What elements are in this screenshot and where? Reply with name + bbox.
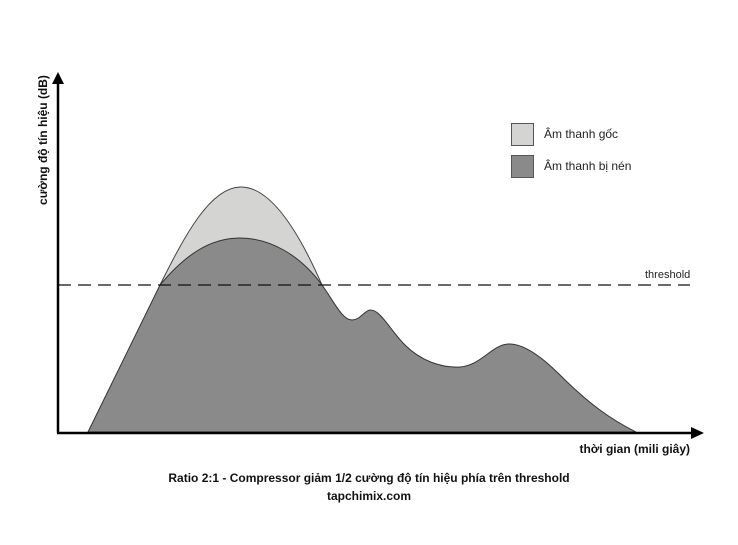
legend-item-original: Âm thanh gốc (511, 122, 631, 146)
compressed-signal-area (87, 237, 637, 433)
source-label: tapchimix.com (326, 489, 412, 503)
legend: Âm thanh gốc Âm thanh bị nén (511, 122, 631, 186)
legend-item-compressed: Âm thanh bị nén (511, 154, 631, 178)
legend-swatch-compressed (511, 154, 534, 178)
legend-label-original: Âm thanh gốc (544, 127, 619, 141)
figure-caption: Ratio 2:1 - Compressor giảm 1/2 cường độ… (168, 471, 570, 485)
x-axis-arrowhead (691, 427, 704, 439)
y-axis-label: cường độ tín hiệu (dB) (36, 75, 50, 205)
y-axis-arrowhead (52, 72, 64, 84)
legend-label-compressed: Âm thanh bị nén (544, 159, 632, 173)
threshold-label: threshold (645, 269, 691, 281)
x-axis-label: thời gian (mili giây) (579, 442, 690, 456)
legend-swatch-original (511, 122, 534, 146)
